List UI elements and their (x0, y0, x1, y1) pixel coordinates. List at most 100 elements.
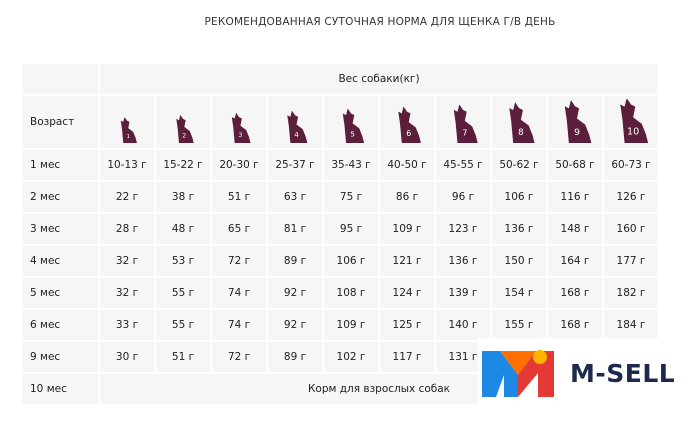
dog-icon: 7 (453, 104, 478, 143)
amount-cell: 140 г (434, 308, 492, 342)
amount-cell: 48 г (154, 212, 212, 246)
data-row: 3 мес 28 г 48 г 65 г 81 г 95 г 109 г 123 г 136 г… (20, 212, 660, 246)
dog-cell: 5 (322, 94, 380, 150)
amount-cell: 126 г (602, 180, 660, 214)
amount-cell: 30 г (98, 340, 156, 374)
amount-cell: 121 г (378, 244, 436, 278)
dog-icon: 4 (287, 110, 308, 143)
amount-cell: 150 г (490, 244, 548, 278)
amount-cell: 117 г (378, 340, 436, 374)
amount-cell: 106 г (322, 244, 380, 278)
logo: M-SELL (478, 338, 678, 408)
amount-cell: 38 г (154, 180, 212, 214)
data-row: 4 мес 32 г 53 г 72 г 89 г 106 г 121 г 136 г 150 … (20, 244, 660, 278)
dog-cell: 2 (154, 94, 212, 150)
title: РЕКОМЕНДОВАННАЯ СУТОЧНАЯ НОРМА ДЛЯ ЩЕНКА… (204, 16, 556, 28)
age-header: Возраст (20, 94, 100, 150)
amount-cell: 32 г (98, 276, 156, 310)
size-number: 2 (182, 133, 186, 140)
age-cell: 9 мес (20, 340, 100, 374)
age-cell: 5 мес (20, 276, 100, 310)
age-cell: 3 мес (20, 212, 100, 246)
dog-icon: 10 (620, 98, 649, 143)
amount-cell: 28 г (98, 212, 156, 246)
age-cell: 4 мес (20, 244, 100, 278)
dog-cell: 3 (210, 94, 268, 150)
dog-icon: 9 (564, 100, 592, 143)
amount-cell: 154 г (490, 276, 548, 310)
dog-cell: 7 (434, 94, 492, 150)
amount-cell: 125 г (378, 308, 436, 342)
age-cell: 2 мес (20, 180, 100, 214)
amount-cell: 50-68 г (546, 148, 604, 182)
data-row: 2 мес 22 г 38 г 51 г 63 г 75 г 86 г 96 г 106 г 11… (20, 180, 660, 214)
amount-cell: 20-30 г (210, 148, 268, 182)
amount-cell: 96 г (434, 180, 492, 214)
amount-cell: 89 г (266, 340, 324, 374)
amount-cell: 124 г (378, 276, 436, 310)
amount-cell: 148 г (546, 212, 604, 246)
size-number: 4 (294, 131, 299, 139)
dogs-row: Возраст 1 2 3 4 5 6 7 8 9 10 (20, 94, 660, 150)
amount-cell: 65 г (210, 212, 268, 246)
dog-cell: 10 (602, 94, 660, 150)
amount-cell: 86 г (378, 180, 436, 214)
amount-cell: 102 г (322, 340, 380, 374)
weight-header: Вес собаки(кг) (98, 62, 660, 96)
amount-cell: 40-50 г (378, 148, 436, 182)
size-number: 6 (406, 129, 411, 138)
amount-cell: 136 г (434, 244, 492, 278)
amount-cell: 123 г (434, 212, 492, 246)
dog-icon: 5 (342, 108, 365, 143)
amount-cell: 116 г (546, 180, 604, 214)
amount-cell: 25-37 г (266, 148, 324, 182)
amount-cell: 10-13 г (98, 148, 156, 182)
size-number: 1 (126, 134, 130, 140)
dog-cell: 9 (546, 94, 604, 150)
amount-cell: 106 г (490, 180, 548, 214)
amount-cell: 63 г (266, 180, 324, 214)
header-row: Вес собаки(кг) (20, 62, 660, 96)
amount-cell: 109 г (322, 308, 380, 342)
amount-cell: 108 г (322, 276, 380, 310)
dog-icon: 1 (120, 116, 137, 143)
age-cell: 6 мес (20, 308, 100, 342)
amount-cell: 32 г (98, 244, 156, 278)
data-row: 5 мес 32 г 55 г 74 г 92 г 108 г 124 г 139 г 154 … (20, 276, 660, 310)
dog-cell: 6 (378, 94, 436, 150)
amount-cell: 160 г (602, 212, 660, 246)
amount-cell: 72 г (210, 244, 268, 278)
amount-cell: 177 г (602, 244, 660, 278)
data-row: 1 мес 10-13 г 15-22 г 20-30 г 25-37 г 35-43 г… (20, 148, 660, 182)
amount-cell: 60-73 г (602, 148, 660, 182)
size-number: 10 (627, 126, 639, 137)
size-number: 9 (574, 127, 580, 138)
dog-icon: 3 (231, 112, 251, 143)
amount-cell: 164 г (546, 244, 604, 278)
age-cell: 1 мес (20, 148, 100, 182)
logo-icon (482, 350, 554, 397)
amount-cell: 95 г (322, 212, 380, 246)
amount-cell: 139 г (434, 276, 492, 310)
amount-cell: 81 г (266, 212, 324, 246)
amount-cell: 74 г (210, 308, 268, 342)
age-cell: 10 мес (20, 372, 100, 406)
amount-cell: 155 г (490, 308, 548, 342)
amount-cell: 182 г (602, 276, 660, 310)
amount-cell: 184 г (602, 308, 660, 342)
amount-cell: 92 г (266, 276, 324, 310)
data-row: 6 мес 33 г 55 г 74 г 92 г 109 г 125 г 140 г 155 … (20, 308, 660, 342)
size-number: 8 (518, 128, 524, 138)
amount-cell: 45-55 г (434, 148, 492, 182)
amount-cell: 74 г (210, 276, 268, 310)
dog-cell: 1 (98, 94, 156, 150)
dog-cell: 4 (266, 94, 324, 150)
amount-cell: 33 г (98, 308, 156, 342)
amount-cell: 92 г (266, 308, 324, 342)
amount-cell: 168 г (546, 276, 604, 310)
dog-icon: 8 (509, 102, 535, 143)
amount-cell: 75 г (322, 180, 380, 214)
amount-cell: 55 г (154, 276, 212, 310)
amount-cell: 50-62 г (490, 148, 548, 182)
